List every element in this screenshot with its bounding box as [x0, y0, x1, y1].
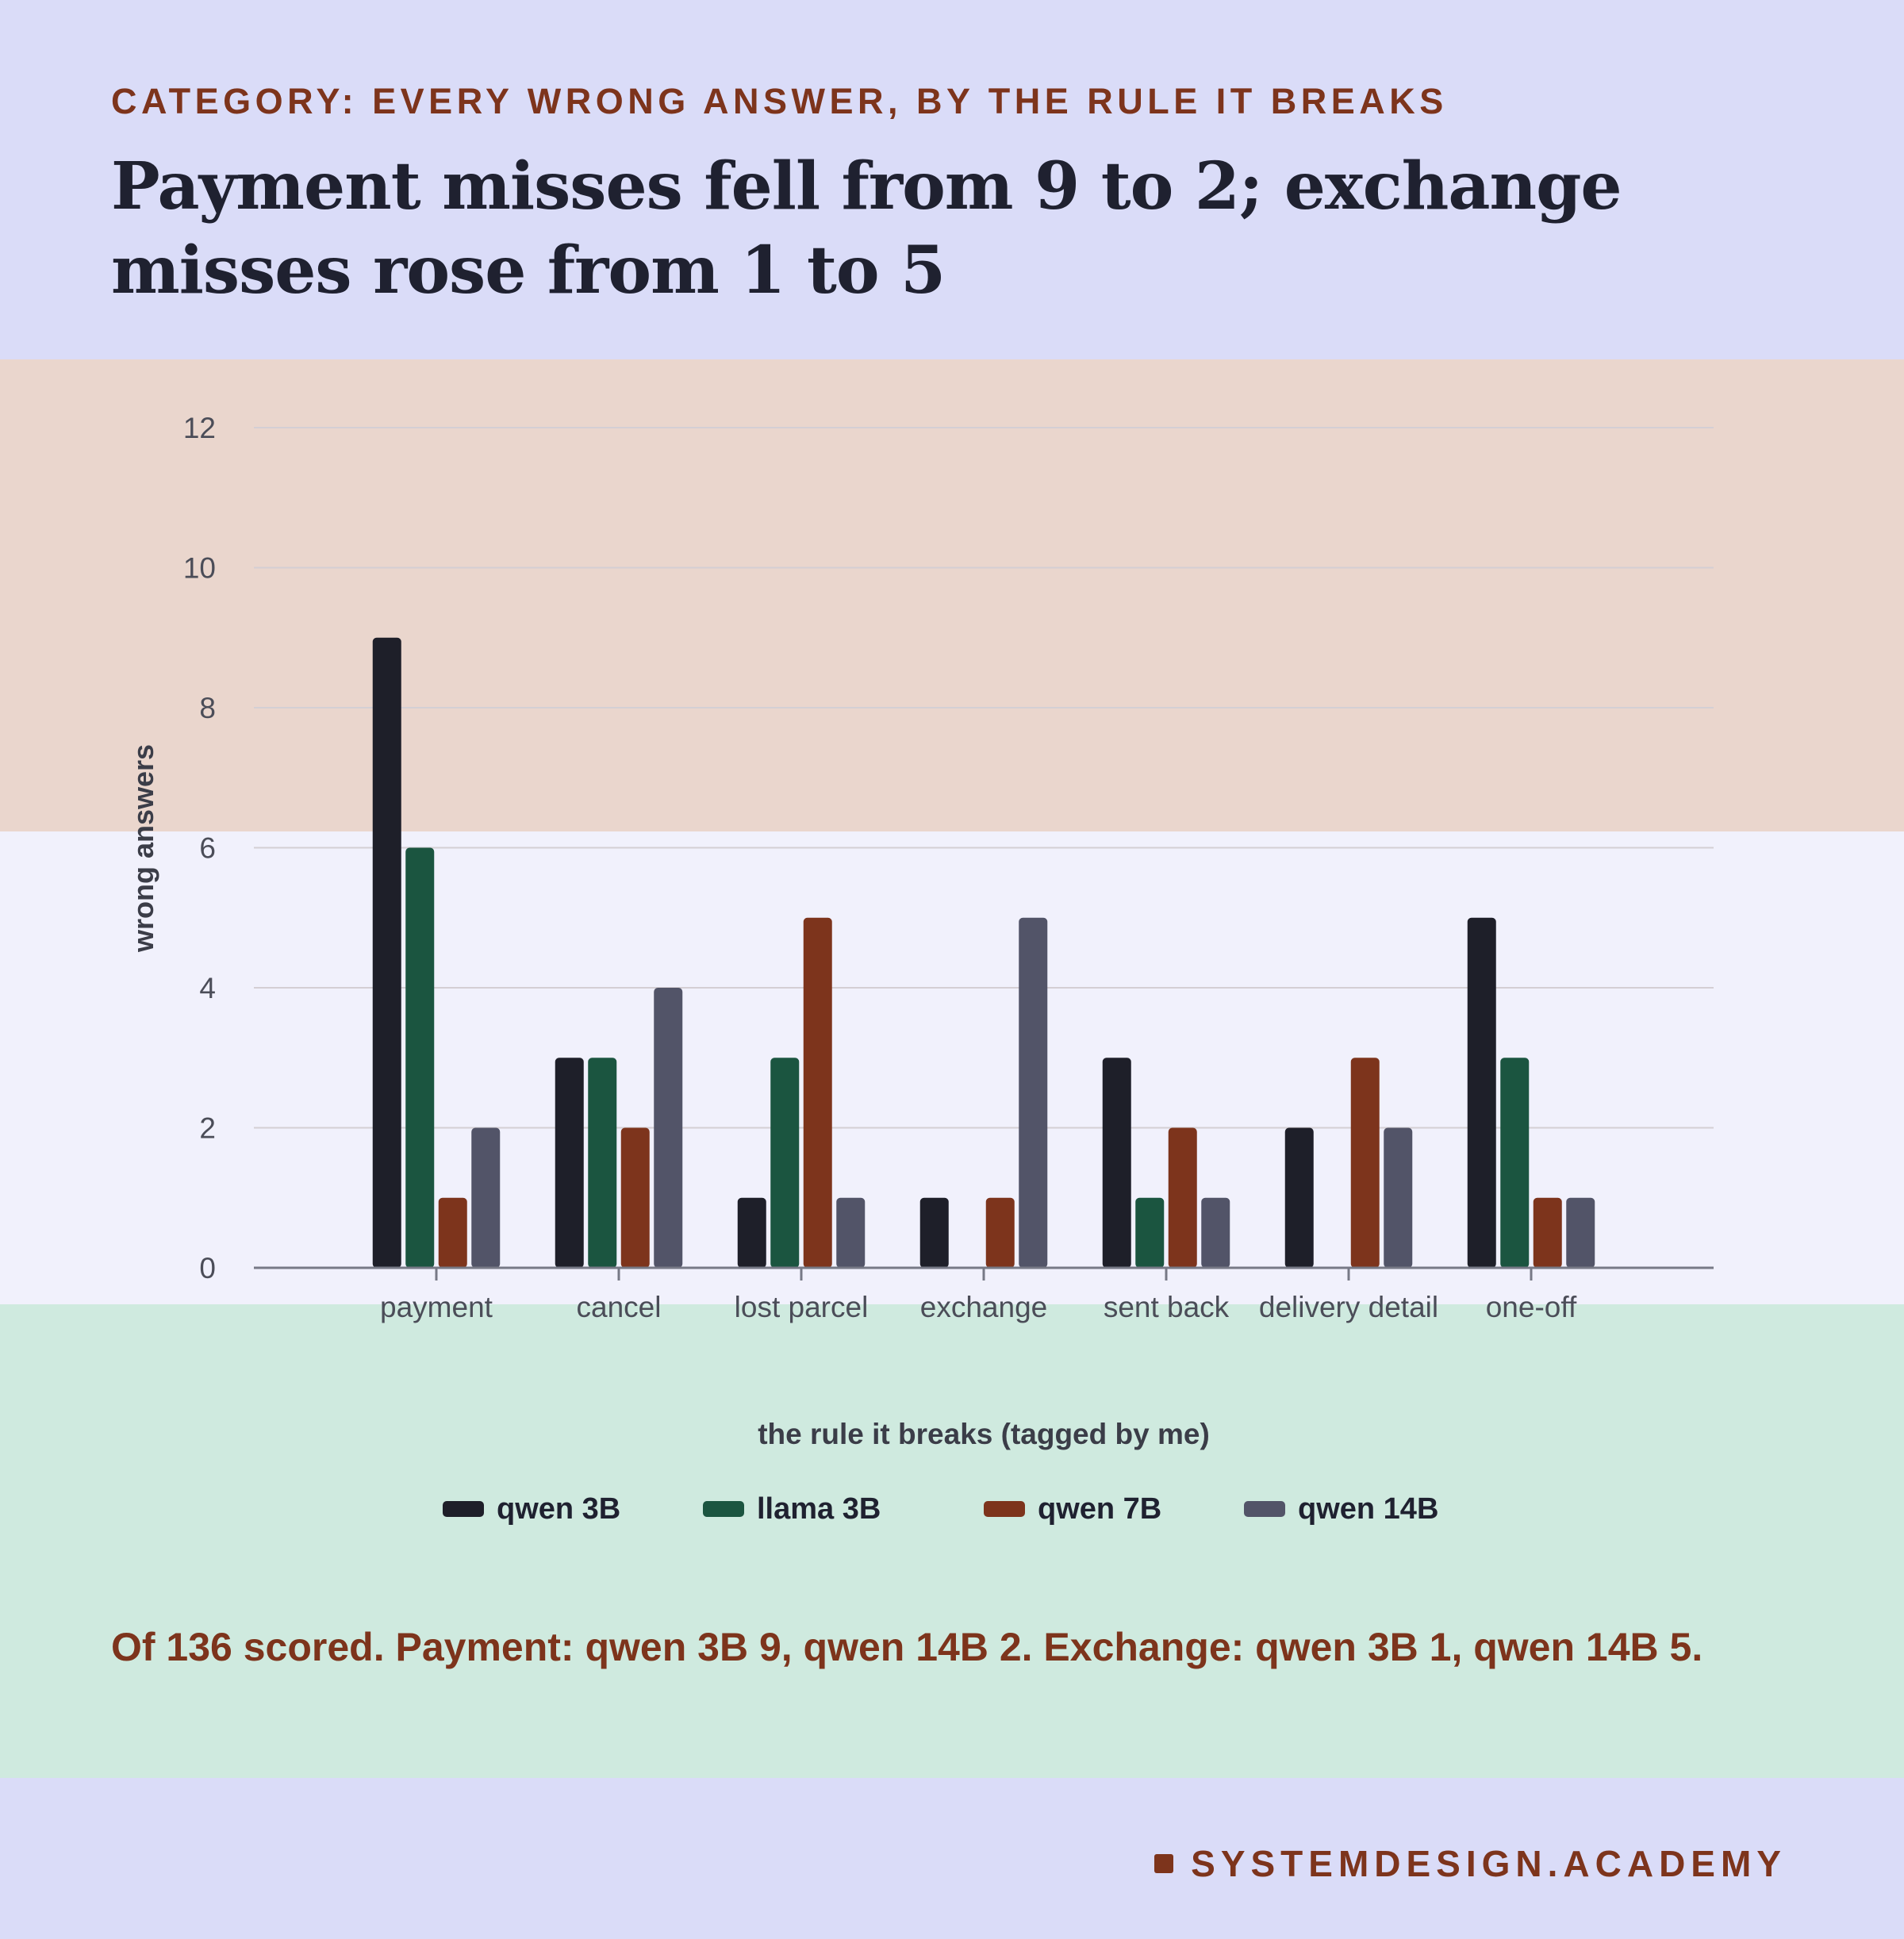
legend-swatch — [984, 1501, 1025, 1517]
legend-item: qwen 7B — [984, 1489, 1161, 1529]
brand-label: SYSTEMDESIGN.ACADEMY — [1191, 1843, 1787, 1884]
bar-llama-3b — [588, 1058, 617, 1268]
bar-qwen-14b — [471, 1127, 501, 1268]
x-axis-label: the rule it breaks (tagged by me) — [758, 1418, 1210, 1450]
bar-qwen-14b — [1019, 917, 1048, 1268]
bar-qwen-14b — [654, 988, 683, 1268]
bar-qwen-7b — [985, 1197, 1015, 1268]
header-band — [0, 0, 1904, 359]
legend-swatch — [443, 1501, 484, 1517]
y-axis-ticks: 0 2 4 6 8 10 12 — [183, 412, 216, 1284]
x-tick-label: exchange — [920, 1291, 1047, 1323]
bar-qwen-3b — [1284, 1127, 1314, 1268]
bar-qwen-14b — [1566, 1197, 1595, 1268]
legend-item: qwen 3B — [443, 1489, 620, 1529]
y-axis-label: wrong answers — [127, 744, 159, 953]
background-band-green — [0, 1304, 1904, 1778]
bar-qwen-3b — [1102, 1058, 1131, 1268]
background-band-peach — [0, 359, 1904, 831]
bar-qwen-3b — [555, 1058, 584, 1268]
bar-qwen-7b — [1350, 1058, 1380, 1268]
x-tick-label: payment — [380, 1291, 493, 1323]
bar-qwen-7b — [1533, 1197, 1562, 1268]
x-tick-label: one-off — [1486, 1291, 1577, 1323]
legend-label: llama 3B — [757, 1492, 881, 1526]
category-label: CATEGORY: EVERY WRONG ANSWER, BY THE RUL… — [111, 81, 1448, 121]
x-tick-label: cancel — [577, 1291, 662, 1323]
legend: qwen 3B llama 3B qwen 7B qwen 14B — [0, 1489, 1904, 1529]
legend-label: qwen 3B — [497, 1492, 621, 1526]
bar-llama-3b — [1500, 1058, 1530, 1268]
bar-qwen-14b — [1384, 1127, 1413, 1268]
bar-qwen-3b — [1467, 917, 1496, 1268]
bar-llama-3b — [1135, 1197, 1165, 1268]
bar-qwen-3b — [372, 637, 401, 1268]
bar-chart: 0 2 4 6 8 10 12 payment cancel lost parcel exchan… — [127, 412, 1714, 1450]
legend-item: qwen 14B — [1244, 1489, 1438, 1529]
x-tick-label: sent back — [1104, 1291, 1230, 1323]
brand: SYSTEMDESIGN.ACADEMY — [1154, 1842, 1787, 1885]
bar-qwen-7b — [438, 1197, 467, 1268]
footer-band — [0, 1778, 1904, 1939]
legend-label: qwen 7B — [1038, 1492, 1162, 1526]
y-tick-label: 6 — [199, 832, 216, 865]
legend-swatch — [1244, 1501, 1285, 1517]
footnote: Of 136 scored. Payment: qwen 3B 9, qwen … — [111, 1625, 1703, 1669]
y-tick-label: 10 — [183, 552, 216, 585]
gridlines — [254, 427, 1714, 1129]
bar-llama-3b — [770, 1058, 800, 1268]
x-tick-label: lost parcel — [735, 1291, 869, 1323]
bars — [372, 637, 1595, 1268]
brand-square-icon — [1154, 1854, 1174, 1873]
bar-qwen-7b — [620, 1127, 650, 1268]
bar-llama-3b — [405, 847, 435, 1268]
legend-item: llama 3B — [703, 1489, 881, 1529]
bar-qwen-7b — [1168, 1127, 1197, 1268]
y-tick-label: 8 — [199, 692, 216, 724]
x-tick-label: delivery detail — [1259, 1291, 1438, 1323]
legend-label: qwen 14B — [1298, 1492, 1439, 1526]
page-title: Payment misses fell from 9 to 2; exchang… — [111, 148, 1622, 309]
bar-qwen-7b — [803, 917, 832, 1268]
bar-qwen-3b — [919, 1197, 949, 1268]
x-axis-ticks: payment cancel lost parcel exchange sent bac… — [380, 1268, 1577, 1323]
legend-swatch — [703, 1501, 744, 1517]
y-tick-label: 4 — [199, 972, 216, 1004]
y-tick-label: 0 — [199, 1252, 216, 1284]
bar-qwen-14b — [1201, 1197, 1230, 1268]
bar-qwen-3b — [737, 1197, 766, 1268]
y-tick-label: 12 — [183, 412, 216, 444]
bar-qwen-14b — [836, 1197, 866, 1268]
y-tick-label: 2 — [199, 1112, 216, 1145]
